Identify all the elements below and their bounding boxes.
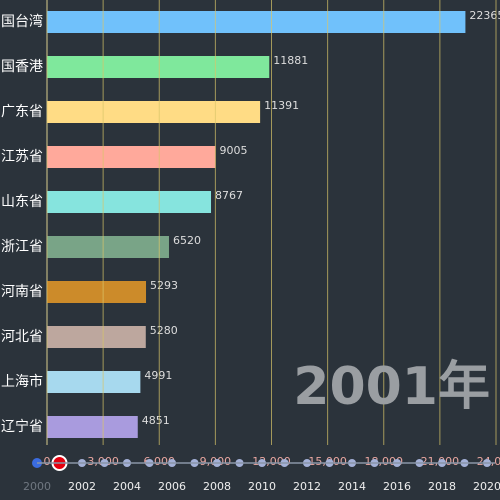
bar — [47, 56, 270, 78]
year-label: 2001年 — [293, 357, 490, 417]
value-label: 5293 — [150, 279, 178, 292]
value-label: 22365 — [469, 9, 500, 22]
y-tick-label: 河南省 — [1, 284, 43, 300]
bar — [47, 101, 261, 123]
y-tick-label: 山东省 — [1, 194, 43, 210]
timeline-label: 2004 — [113, 480, 141, 493]
timeline-label: 2018 — [428, 480, 456, 493]
value-label: 6520 — [173, 234, 201, 247]
timeline-label: 2002 — [68, 480, 96, 493]
value-label: 4991 — [144, 369, 172, 382]
timeline-label: 2020 — [473, 480, 500, 493]
value-label: 11391 — [264, 99, 299, 112]
timeline-label: 2014 — [338, 480, 366, 493]
timeline-label: 2008 — [203, 480, 231, 493]
y-tick-label: 中国台湾 — [0, 13, 43, 30]
y-tick-label: 江苏省 — [1, 149, 43, 165]
value-label: 8767 — [215, 189, 243, 202]
bar — [47, 236, 169, 258]
bar — [47, 371, 141, 393]
value-label: 9005 — [219, 144, 247, 157]
y-tick-label: 河北省 — [1, 329, 43, 345]
timeline-label: 2016 — [383, 480, 411, 493]
y-tick-label: 辽宁省 — [1, 418, 43, 435]
y-tick-label: 浙江省 — [1, 239, 43, 255]
bar — [47, 191, 212, 213]
bar — [47, 281, 147, 303]
value-label: 5280 — [150, 324, 178, 337]
bar — [47, 416, 138, 438]
y-tick-label: 广东省 — [1, 104, 43, 120]
value-label: 11881 — [273, 54, 308, 67]
y-tick-label: 上海市 — [1, 373, 43, 390]
timeline-label: 2010 — [248, 480, 276, 493]
bar — [47, 326, 146, 348]
bar — [47, 11, 466, 33]
x-tick-label: 0 — [44, 455, 51, 468]
y-tick-label: 中国香港 — [0, 59, 43, 75]
value-label: 4851 — [142, 414, 170, 427]
timeline-label: 2006 — [158, 480, 186, 493]
bar — [47, 146, 216, 168]
timeline-label: 2000 — [23, 480, 51, 493]
timeline-label: 2012 — [293, 480, 321, 493]
